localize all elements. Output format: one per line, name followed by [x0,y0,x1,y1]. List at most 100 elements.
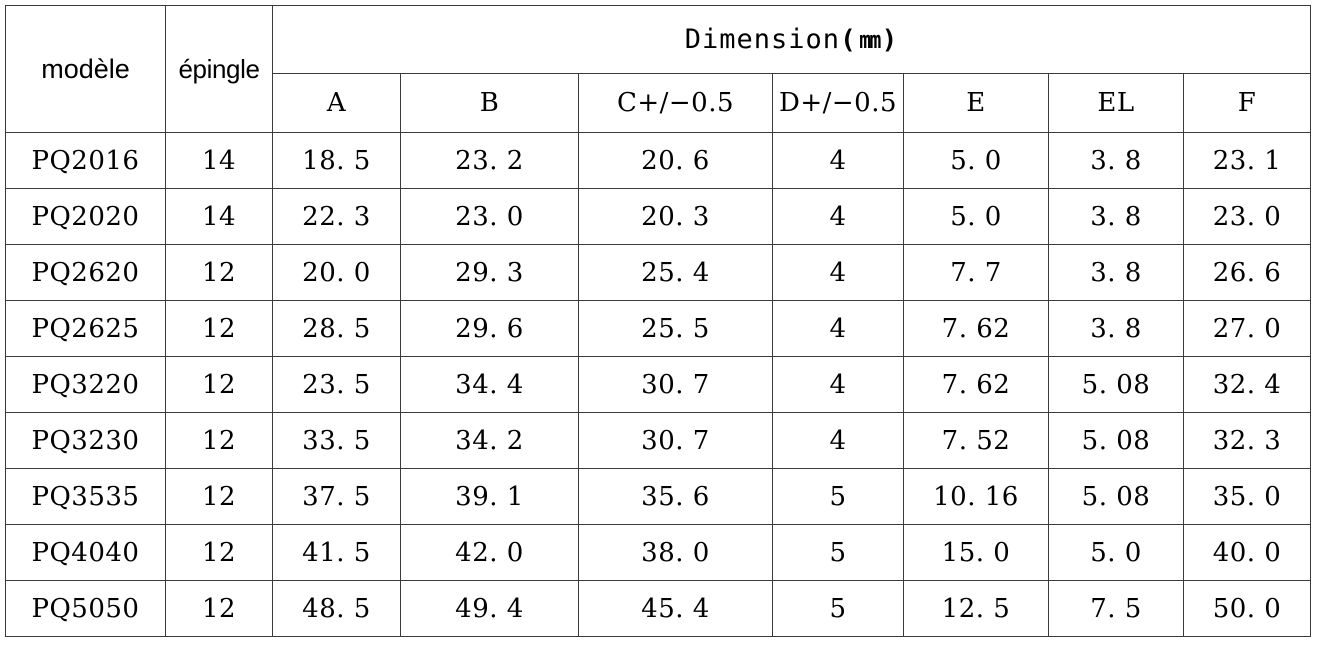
cell-d: 4 [772,244,904,301]
cell-b: 34. 2 [400,412,579,469]
cell-modele: PQ2625 [5,300,166,357]
cell-a: 41. 5 [272,524,401,581]
cell-epingle: 12 [165,524,273,581]
cell-epingle: 12 [165,468,273,525]
cell-el: 3. 8 [1048,300,1184,357]
cell-modele: PQ2020 [5,188,166,245]
cell-epingle: 12 [165,412,273,469]
table-row: PQ3220 12 23. 5 34. 4 30. 7 4 7. 62 5. 0… [5,356,1312,413]
cell-a: 20. 0 [272,244,401,301]
cell-c: 20. 6 [578,132,773,189]
cell-e: 5. 0 [903,132,1049,189]
cell-f: 27. 0 [1182,300,1312,357]
cell-epingle: 14 [165,188,273,245]
cell-b: 29. 3 [400,244,579,301]
cell-f: 32. 4 [1182,356,1312,413]
cell-d: 4 [772,412,904,469]
cell-c: 38. 0 [578,524,773,581]
cell-modele: PQ5050 [5,580,166,637]
cell-a: 37. 5 [272,468,401,525]
column-header-d: D+/−0.5 [772,73,904,133]
column-header-el: EL [1048,73,1184,133]
cell-c: 25. 5 [578,300,773,357]
table-row: PQ2016 14 18. 5 23. 2 20. 6 4 5. 0 3. 8 … [5,132,1312,189]
cell-modele: PQ2620 [5,244,166,301]
column-header-epingle: épingle [165,5,273,133]
column-header-a: A [272,73,401,133]
column-header-e: E [903,73,1049,133]
cell-modele: PQ3230 [5,412,166,469]
cell-el: 7. 5 [1048,580,1184,637]
cell-e: 7. 62 [903,300,1049,357]
cell-el: 5. 08 [1048,356,1184,413]
cell-epingle: 12 [165,300,273,357]
cell-d: 5 [772,524,904,581]
cell-modele: PQ3220 [5,356,166,413]
cell-c: 45. 4 [578,580,773,637]
column-header-f: F [1182,73,1312,133]
column-header-b: B [400,73,579,133]
cell-el: 5. 0 [1048,524,1184,581]
table-header: modèle épingle Dimension(mm) A B C+/−0.5… [5,5,1312,133]
dimension-table: modèle épingle Dimension(mm) A B C+/−0.5… [5,5,1312,637]
cell-a: 22. 3 [272,188,401,245]
cell-a: 28. 5 [272,300,401,357]
group-header-open-paren: ( [840,25,857,55]
cell-a: 18. 5 [272,132,401,189]
cell-e: 7. 52 [903,412,1049,469]
cell-epingle: 12 [165,244,273,301]
cell-el: 3. 8 [1048,132,1184,189]
cell-el: 5. 08 [1048,468,1184,525]
cell-f: 32. 3 [1182,412,1312,469]
cell-el: 3. 8 [1048,244,1184,301]
cell-f: 26. 6 [1182,244,1312,301]
cell-c: 35. 6 [578,468,773,525]
cell-e: 7. 62 [903,356,1049,413]
cell-epingle: 12 [165,356,273,413]
cell-f: 23. 1 [1182,132,1312,189]
cell-e: 10. 16 [903,468,1049,525]
cell-modele: PQ4040 [5,524,166,581]
table-row: PQ2620 12 20. 0 29. 3 25. 4 4 7. 7 3. 8 … [5,244,1312,301]
table-row: PQ2020 14 22. 3 23. 0 20. 3 4 5. 0 3. 8 … [5,188,1312,245]
cell-e: 5. 0 [903,188,1049,245]
cell-modele: PQ3535 [5,468,166,525]
cell-a: 23. 5 [272,356,401,413]
cell-el: 5. 08 [1048,412,1184,469]
cell-e: 15. 0 [903,524,1049,581]
header-row-group: modèle épingle Dimension(mm) [5,5,1312,133]
column-header-modele: modèle [5,5,166,133]
cell-a: 33. 5 [272,412,401,469]
group-header-unit: mm [858,26,881,54]
cell-f: 35. 0 [1182,468,1312,525]
cell-b: 39. 1 [400,468,579,525]
cell-b: 23. 2 [400,132,579,189]
cell-d: 5 [772,468,904,525]
cell-b: 34. 4 [400,356,579,413]
cell-b: 23. 0 [400,188,579,245]
header-row-columns: A B C+/−0.5 D+/−0.5 E EL F [6,73,1312,133]
cell-c: 25. 4 [578,244,773,301]
cell-epingle: 14 [165,132,273,189]
table-body: PQ2016 14 18. 5 23. 2 20. 6 4 5. 0 3. 8 … [5,132,1312,637]
table-row: PQ4040 12 41. 5 42. 0 38. 0 5 15. 0 5. 0… [5,524,1312,581]
group-header-close-paren: ) [881,25,899,55]
cell-f: 50. 0 [1182,580,1312,637]
cell-d: 4 [772,356,904,413]
table-row: PQ2625 12 28. 5 29. 6 25. 5 4 7. 62 3. 8… [5,300,1312,357]
cell-b: 42. 0 [400,524,579,581]
cell-b: 29. 6 [400,300,579,357]
cell-b: 49. 4 [400,580,579,637]
group-header-label: Dimension [684,24,841,55]
cell-e: 7. 7 [903,244,1049,301]
cell-d: 4 [772,188,904,245]
cell-f: 23. 0 [1182,188,1312,245]
cell-modele: PQ2016 [5,132,166,189]
cell-e: 12. 5 [903,580,1049,637]
cell-c: 20. 3 [578,188,773,245]
cell-d: 4 [772,132,904,189]
cell-epingle: 12 [165,580,273,637]
cell-c: 30. 7 [578,412,773,469]
table-row: PQ3535 12 37. 5 39. 1 35. 6 5 10. 16 5. … [5,468,1312,525]
cell-el: 3. 8 [1048,188,1184,245]
